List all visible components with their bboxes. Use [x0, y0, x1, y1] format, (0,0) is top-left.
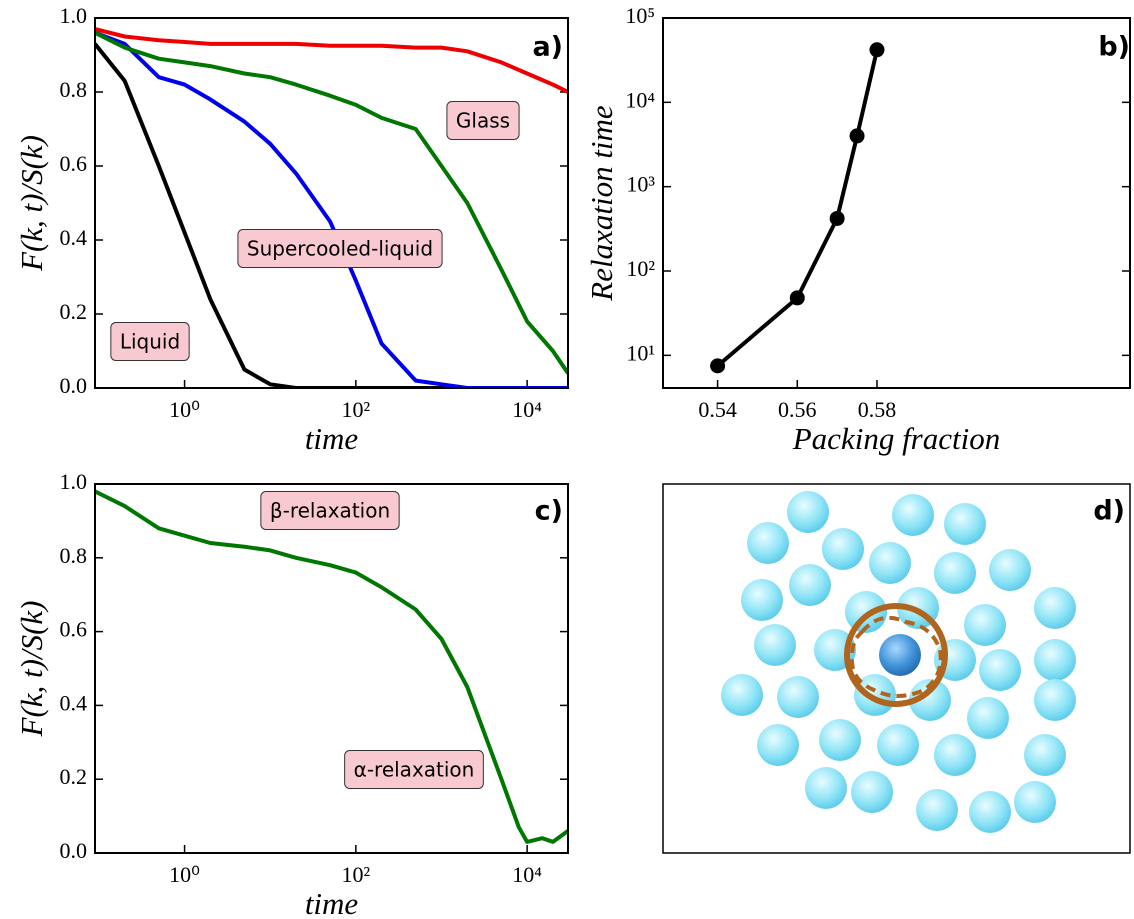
x-tick-label: 10⁰: [169, 397, 200, 422]
particle: [934, 552, 976, 594]
particle: [754, 624, 796, 666]
particle: [1034, 639, 1076, 681]
x-tick-label: 0.54: [698, 397, 737, 422]
particle: [967, 697, 1009, 739]
particle: [1034, 679, 1076, 721]
y-tick-label: 10⁵: [625, 3, 655, 28]
annotation-box: [260, 491, 400, 530]
particle: [989, 549, 1031, 591]
annotation: Glass: [446, 101, 520, 140]
y-tick-label: 1.0: [60, 469, 88, 494]
particle: [789, 564, 831, 606]
x-tick-label: 10⁴: [512, 862, 542, 887]
y-tick-label: 0.6: [60, 617, 88, 642]
series-line: [95, 42, 568, 388]
annotation-box: [110, 322, 190, 361]
annotation-text: α-relaxation: [354, 758, 475, 782]
panel-frame: [662, 483, 1131, 854]
particle: [805, 767, 847, 809]
y-tick-label: 0.0: [60, 838, 88, 863]
y-tick-label: 0.8: [60, 77, 88, 102]
particle: [969, 791, 1011, 833]
particle: [777, 676, 819, 718]
annotation-text: β-relaxation: [270, 499, 390, 523]
panel-label: d): [1093, 496, 1125, 527]
x-axis-label: time: [305, 886, 359, 919]
series-line: [95, 489, 568, 844]
x-tick-label: 10⁰: [169, 862, 200, 887]
cage: [844, 603, 948, 707]
particle: [747, 522, 789, 564]
series-line: [95, 27, 568, 94]
series-line: [716, 49, 879, 368]
x-tick-label: 0.56: [778, 397, 817, 422]
particle: [721, 674, 763, 716]
panel-label: a): [532, 32, 563, 63]
y-tick-label: 0.6: [60, 151, 88, 176]
particle: [934, 734, 976, 776]
x-tick-label: 10⁴: [512, 397, 542, 422]
x-axis-label: time: [305, 421, 359, 456]
marker: [829, 210, 845, 226]
particle: [877, 724, 919, 766]
y-tick-label: 0.4: [60, 225, 88, 250]
particle: [757, 724, 799, 766]
x-axis-label: Packing fraction: [792, 421, 1000, 456]
particle: [819, 719, 861, 761]
particle: [892, 494, 934, 536]
cage-fluctuation: [849, 615, 943, 698]
particle: [822, 528, 864, 570]
annotation: Supercooled-liquid: [237, 229, 443, 268]
y-axis-label: F(k, t)/S(k): [14, 601, 49, 738]
axes-frame: [94, 483, 569, 854]
y-tick-label: 10⁴: [625, 87, 655, 112]
particle: [741, 579, 783, 621]
annotation-text: Liquid: [120, 330, 180, 354]
y-tick-label: 0.2: [60, 299, 88, 324]
annotation: β-relaxation: [260, 491, 400, 530]
x-tick-label: 0.58: [858, 397, 897, 422]
tagged-particle: [879, 634, 921, 676]
marker: [710, 358, 726, 374]
annotation: Liquid: [110, 322, 190, 361]
axes-frame: [94, 17, 569, 389]
marker: [869, 42, 885, 58]
series-line: [95, 31, 568, 375]
y-tick-label: 0.2: [60, 764, 88, 789]
annotation: α-relaxation: [344, 750, 484, 789]
y-axis-label: F(k, t)/S(k): [14, 135, 49, 272]
particle: [964, 604, 1006, 646]
y-axis-label: Relaxation time: [584, 105, 619, 302]
annotation-text: Supercooled-liquid: [247, 237, 433, 261]
y-tick-label: 10³: [626, 172, 655, 197]
particle: [944, 503, 986, 545]
annotation-box: [446, 101, 520, 140]
particle: [851, 771, 893, 813]
y-tick-label: 0.0: [60, 373, 88, 398]
axes-frame: [662, 17, 1131, 389]
particle: [916, 789, 958, 831]
annotation-box: [237, 229, 443, 268]
particle: [1024, 734, 1066, 776]
x-tick-label: 10²: [342, 397, 371, 422]
y-tick-label: 10²: [626, 256, 655, 281]
panel-label: b): [1098, 32, 1130, 63]
particle: [869, 542, 911, 584]
panel-label: c): [535, 496, 563, 527]
y-tick-label: 0.4: [60, 690, 88, 715]
particle: [979, 649, 1021, 691]
y-tick-label: 0.8: [60, 543, 88, 568]
x-tick-label: 10²: [342, 862, 371, 887]
particle: [909, 679, 951, 721]
particle: [787, 491, 829, 533]
annotation-box: [344, 750, 484, 789]
y-tick-label: 10¹: [626, 340, 655, 365]
marker: [789, 290, 805, 306]
particle: [1014, 781, 1056, 823]
y-tick-label: 1.0: [60, 3, 88, 28]
annotation-text: Glass: [456, 109, 510, 133]
marker: [849, 128, 865, 144]
particle: [1034, 587, 1076, 629]
